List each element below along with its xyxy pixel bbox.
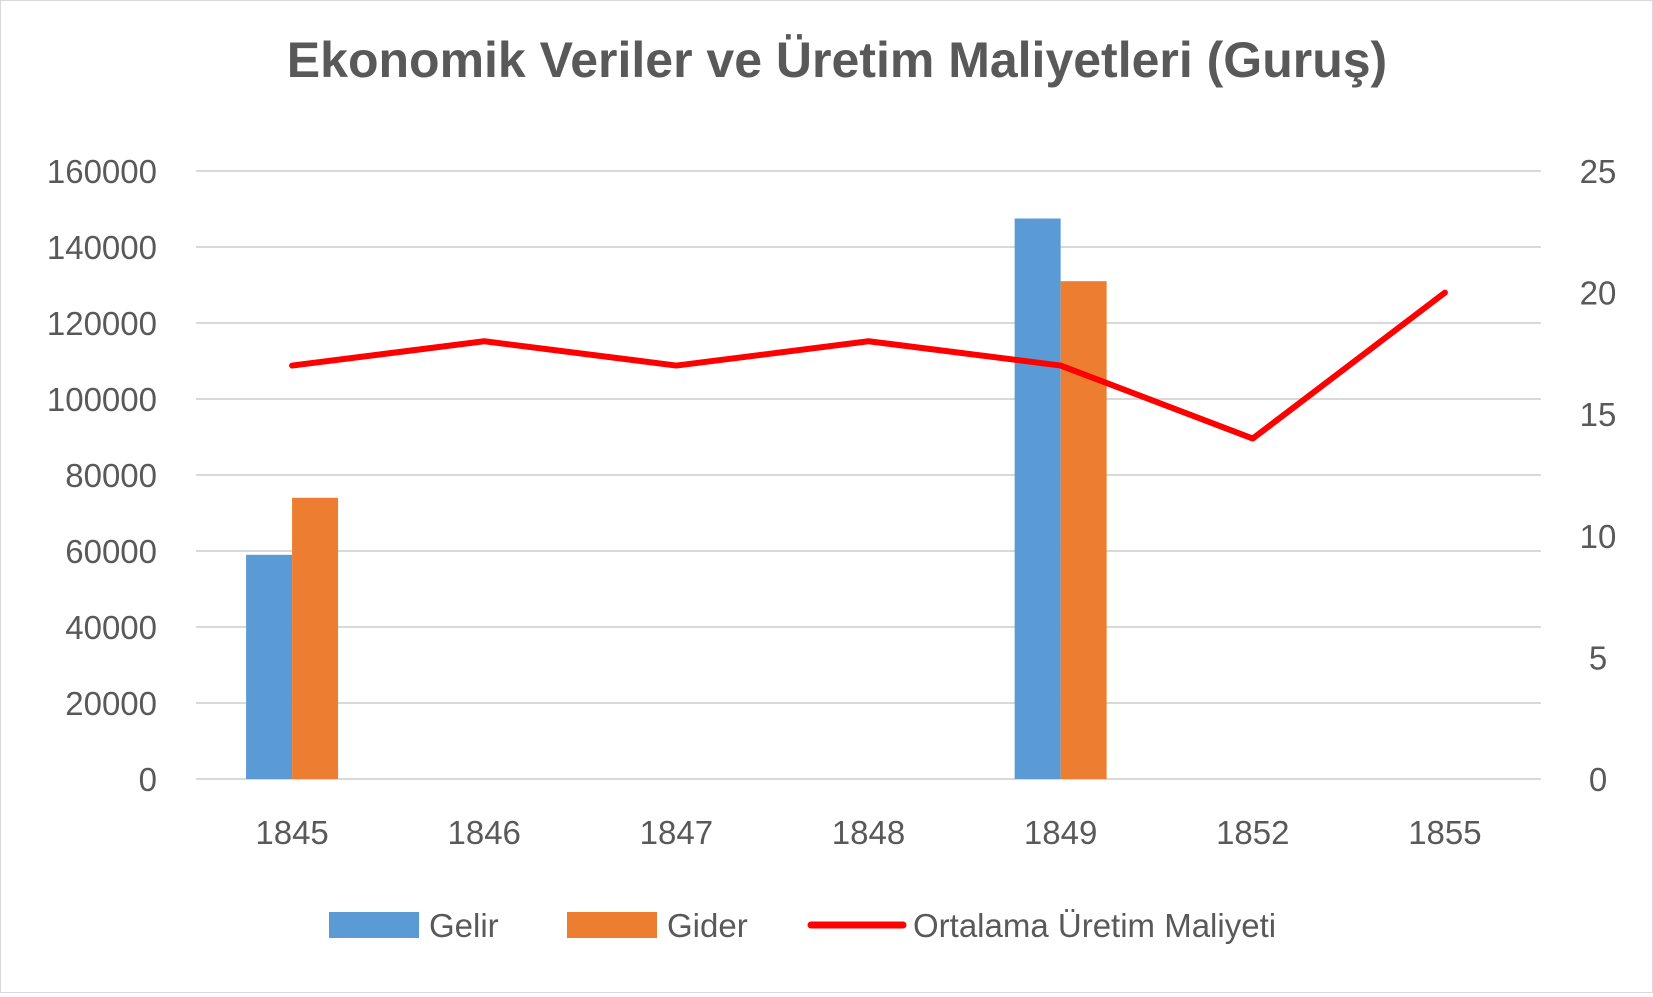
y-primary-tick-label: 140000 bbox=[47, 229, 157, 266]
bar-gider bbox=[1060, 281, 1107, 779]
x-tick-label: 1855 bbox=[1408, 814, 1481, 851]
x-tick-label: 1845 bbox=[255, 814, 328, 851]
legend-label-gider: Gider bbox=[667, 907, 748, 944]
y-primary-tick-label: 60000 bbox=[65, 533, 157, 570]
y-secondary-tick-label: 20 bbox=[1580, 275, 1617, 312]
legend-swatch-gelir bbox=[329, 912, 419, 938]
y-secondary-tick-label: 5 bbox=[1589, 639, 1607, 676]
line-layer bbox=[289, 289, 1448, 442]
bar-layer bbox=[246, 218, 1107, 779]
y-primary-tick-label: 160000 bbox=[47, 153, 157, 190]
y-secondary-tick-label: 15 bbox=[1580, 396, 1617, 433]
x-tick-label: 1848 bbox=[832, 814, 905, 851]
legend-label-gelir: Gelir bbox=[429, 907, 499, 944]
y-secondary-tick-label: 0 bbox=[1589, 761, 1607, 798]
y-secondary-tick-label: 25 bbox=[1580, 153, 1617, 190]
axis-layer: 0 20000 40000 60000 80000 100000 120000 140000 1… bbox=[47, 153, 1616, 851]
legend-swatch-gider bbox=[567, 912, 657, 938]
y-primary-tick-label: 40000 bbox=[65, 609, 157, 646]
y-primary-tick-label: 100000 bbox=[47, 381, 157, 418]
grid-layer bbox=[196, 170, 1541, 780]
bar-gider bbox=[292, 497, 339, 779]
x-tick-label: 1849 bbox=[1024, 814, 1097, 851]
y-secondary-tick-label: 10 bbox=[1580, 518, 1617, 555]
legend-label-ortalama-uretim-maliyeti: Ortalama Üretim Maliyeti bbox=[913, 907, 1276, 944]
y-primary-tick-label: 0 bbox=[139, 761, 157, 798]
x-tick-label: 1847 bbox=[640, 814, 713, 851]
bar-gelir bbox=[1014, 218, 1061, 779]
line-series-ortalama-uretim-maliyeti bbox=[289, 289, 1448, 442]
y-primary-tick-label: 20000 bbox=[65, 685, 157, 722]
x-tick-label: 1852 bbox=[1216, 814, 1289, 851]
y-primary-tick-label: 120000 bbox=[47, 305, 157, 342]
chart-title: Ekonomik Veriler ve Üretim Maliyetleri (… bbox=[287, 32, 1387, 88]
legend: Gelir Gider Ortalama Üretim Maliyeti bbox=[329, 907, 1276, 944]
y-primary-tick-label: 80000 bbox=[65, 457, 157, 494]
x-tick-label: 1846 bbox=[448, 814, 521, 851]
bar-gelir bbox=[246, 554, 293, 779]
